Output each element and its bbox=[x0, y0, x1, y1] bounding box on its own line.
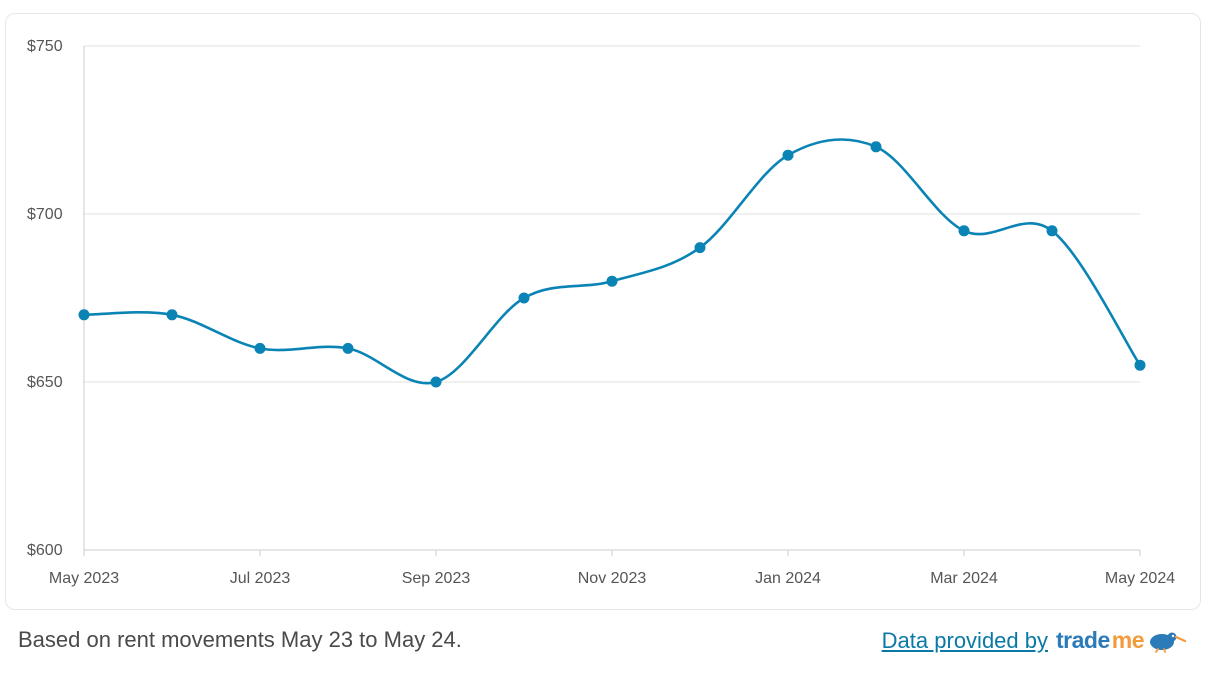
data-point[interactable] bbox=[1046, 225, 1058, 237]
y-tick-label: $750 bbox=[27, 38, 63, 55]
x-tick-label: May 2024 bbox=[1105, 570, 1175, 587]
x-tick-label: Nov 2023 bbox=[578, 570, 647, 587]
footer-note: Based on rent movements May 23 to May 24… bbox=[18, 627, 462, 652]
x-tick-label: Mar 2024 bbox=[930, 570, 998, 587]
data-credit[interactable]: Data provided by trade me bbox=[882, 627, 1186, 654]
data-points bbox=[78, 141, 1146, 388]
data-point[interactable] bbox=[1134, 359, 1146, 371]
data-point[interactable] bbox=[606, 275, 618, 287]
x-axis-ticks: May 2023 Jul 2023 Sep 2023 Nov 2023 Jan 2024… bbox=[49, 550, 1175, 587]
y-tick-label: $650 bbox=[27, 374, 63, 391]
x-tick-label: May 2023 bbox=[49, 570, 119, 587]
data-point[interactable] bbox=[870, 141, 882, 153]
data-point[interactable] bbox=[518, 292, 530, 304]
x-tick-label: Sep 2023 bbox=[402, 570, 471, 587]
data-point[interactable] bbox=[254, 342, 266, 354]
y-axis-ticks: $600 $650 $700 $750 bbox=[27, 38, 63, 559]
y-tick-label: $700 bbox=[27, 206, 63, 223]
data-point[interactable] bbox=[782, 149, 794, 161]
axes bbox=[83, 46, 1140, 551]
data-point[interactable] bbox=[166, 309, 178, 321]
series-line bbox=[82, 138, 1142, 385]
brand-me: me bbox=[1111, 627, 1145, 653]
kiwi-bird-icon bbox=[1150, 632, 1186, 653]
chart-card bbox=[5, 13, 1201, 610]
rent-line-chart: $600 $650 $700 $750 May 2023 Jul 2023 Sep 202… bbox=[27, 38, 1175, 587]
y-tick-label: $600 bbox=[27, 542, 63, 559]
data-point[interactable] bbox=[342, 342, 354, 354]
data-provided-link[interactable]: Data provided by bbox=[881, 627, 1048, 653]
brand-trade: trade bbox=[1056, 627, 1110, 653]
data-point[interactable] bbox=[694, 242, 706, 254]
data-point[interactable] bbox=[430, 376, 442, 388]
grid-lines bbox=[84, 45, 1140, 383]
trademe-logo[interactable]: trade me bbox=[1056, 627, 1186, 654]
x-tick-label: Jan 2024 bbox=[755, 570, 821, 587]
data-point[interactable] bbox=[78, 309, 90, 321]
series-layer bbox=[82, 138, 1142, 385]
data-point[interactable] bbox=[958, 225, 970, 237]
x-tick-label: Jul 2023 bbox=[230, 570, 291, 587]
